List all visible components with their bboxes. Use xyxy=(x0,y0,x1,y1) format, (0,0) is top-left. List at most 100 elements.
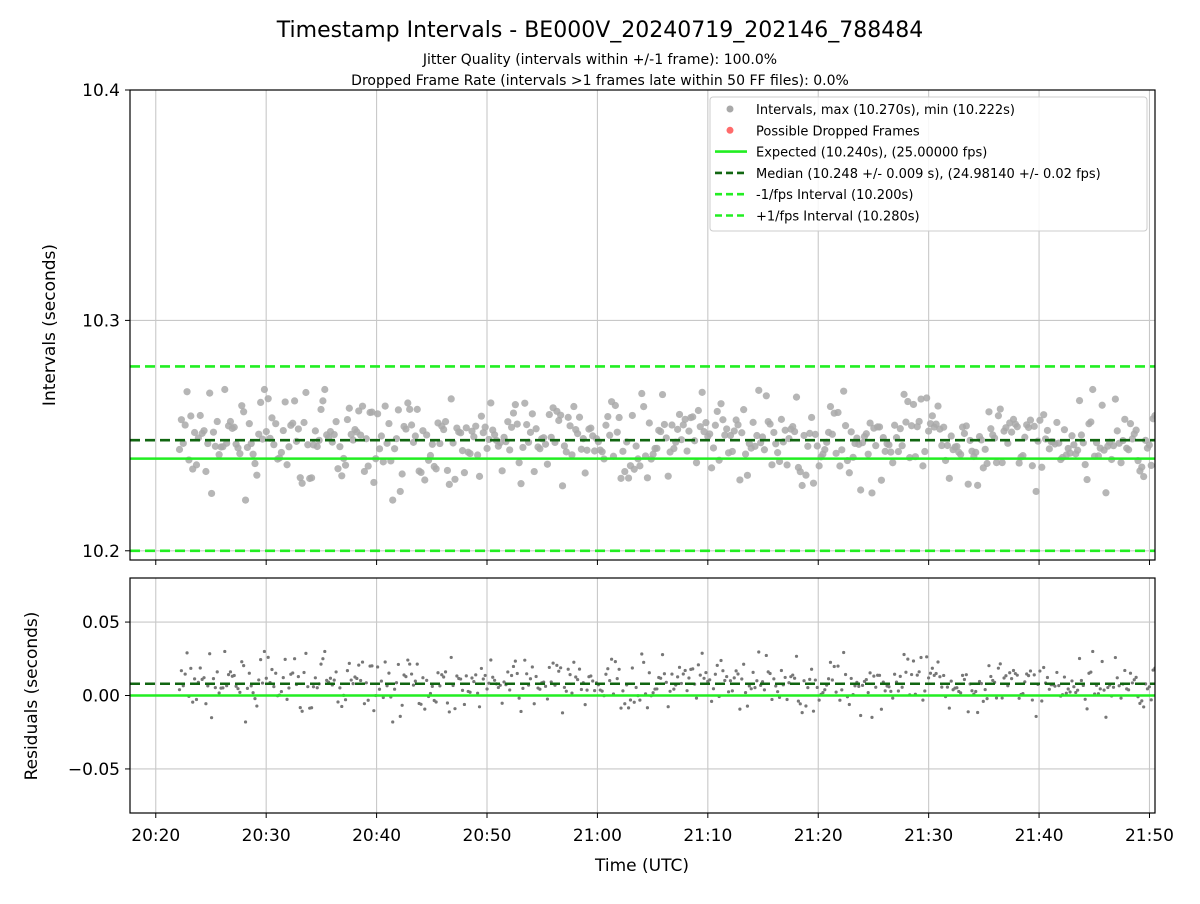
residual-point xyxy=(679,681,684,686)
interval-point xyxy=(1070,441,1078,449)
residual-point xyxy=(1045,675,1050,680)
interval-point xyxy=(1068,432,1076,440)
residual-point xyxy=(434,700,438,704)
residual-point xyxy=(842,650,846,655)
interval-point xyxy=(1098,401,1106,409)
interval-point xyxy=(1053,418,1061,427)
interval-point xyxy=(606,431,614,439)
interval-point xyxy=(300,418,308,427)
interval-point xyxy=(681,415,689,423)
interval-point xyxy=(1113,427,1121,435)
interval-point xyxy=(800,431,808,440)
interval-point xyxy=(511,401,519,409)
residual-point xyxy=(545,697,550,701)
interval-point xyxy=(996,405,1004,413)
interval-point xyxy=(1043,426,1052,435)
interval-point xyxy=(441,417,450,426)
residual-point xyxy=(683,668,687,673)
residual-point xyxy=(311,685,316,689)
residual-point xyxy=(628,698,633,702)
interval-point xyxy=(311,427,319,435)
residual-point xyxy=(1128,671,1133,675)
x-tick-label: 20:40 xyxy=(352,826,401,846)
residual-point xyxy=(291,671,295,675)
residual-point xyxy=(1085,707,1089,711)
residual-point xyxy=(496,685,500,690)
interval-point xyxy=(240,408,248,416)
residual-point xyxy=(1102,688,1106,692)
interval-point xyxy=(515,459,523,467)
residual-point xyxy=(668,689,672,693)
interval-point xyxy=(923,394,931,402)
residual-point xyxy=(243,720,248,724)
bottom-y-axis-label: Residuals (seconds) xyxy=(22,612,42,781)
interval-point xyxy=(470,433,478,441)
residual-point xyxy=(485,687,489,691)
interval-point xyxy=(277,448,285,457)
interval-point xyxy=(1026,416,1035,424)
residual-point xyxy=(574,675,578,679)
interval-point xyxy=(741,450,750,458)
residual-point xyxy=(511,664,516,669)
residual-point xyxy=(217,691,221,695)
residual-point xyxy=(1117,684,1121,688)
interval-point xyxy=(960,429,969,438)
bottom-panel: 20:20 20:30 20:40 20:50 21:00 21:10 21:20 21:30… xyxy=(68,577,1174,846)
residual-point xyxy=(255,704,259,708)
residual-point xyxy=(725,674,729,679)
interval-point xyxy=(262,427,270,436)
interval-point xyxy=(370,478,378,487)
interval-point xyxy=(828,430,836,438)
interval-point xyxy=(1075,396,1084,405)
residual-point xyxy=(236,687,240,691)
residual-point xyxy=(836,664,840,668)
interval-point xyxy=(894,447,902,456)
interval-point xyxy=(753,431,761,440)
interval-point xyxy=(636,462,644,470)
interval-point xyxy=(257,398,265,406)
residual-point xyxy=(579,687,583,692)
interval-point xyxy=(617,474,625,482)
residual-point xyxy=(538,687,542,691)
interval-point xyxy=(838,446,846,454)
interval-point xyxy=(781,426,789,434)
residual-point xyxy=(534,674,538,679)
residual-point xyxy=(547,665,551,670)
residual-point xyxy=(949,679,953,683)
residual-point xyxy=(387,671,391,675)
residual-point xyxy=(889,689,893,693)
interval-point xyxy=(317,405,325,414)
residual-point xyxy=(970,689,974,693)
interval-point xyxy=(440,425,448,434)
residual-point xyxy=(298,706,302,710)
residual-point xyxy=(864,678,868,682)
residual-point xyxy=(360,660,365,664)
interval-point xyxy=(279,426,287,435)
residual-point xyxy=(904,670,908,674)
interval-point xyxy=(604,412,612,421)
interval-point xyxy=(811,430,819,438)
residual-point xyxy=(1062,675,1067,679)
residual-point xyxy=(1011,668,1016,673)
residual-point xyxy=(257,678,261,682)
interval-point xyxy=(717,400,725,408)
interval-point xyxy=(943,441,952,450)
interval-point xyxy=(974,481,982,489)
interval-point xyxy=(183,388,191,396)
interval-point xyxy=(657,427,665,436)
residual-point xyxy=(357,663,361,667)
interval-point xyxy=(564,413,572,421)
residual-point xyxy=(238,690,242,694)
interval-point xyxy=(211,442,219,450)
interval-point xyxy=(877,476,886,484)
interval-point xyxy=(791,427,799,436)
residual-point xyxy=(955,686,959,690)
residual-point xyxy=(460,688,465,692)
interval-point xyxy=(398,470,406,478)
interval-point xyxy=(432,465,440,473)
x-tick-label: 20:20 xyxy=(131,826,180,846)
interval-point xyxy=(709,444,718,452)
interval-point xyxy=(349,436,357,444)
residual-point xyxy=(979,681,984,686)
residual-point xyxy=(708,678,712,682)
